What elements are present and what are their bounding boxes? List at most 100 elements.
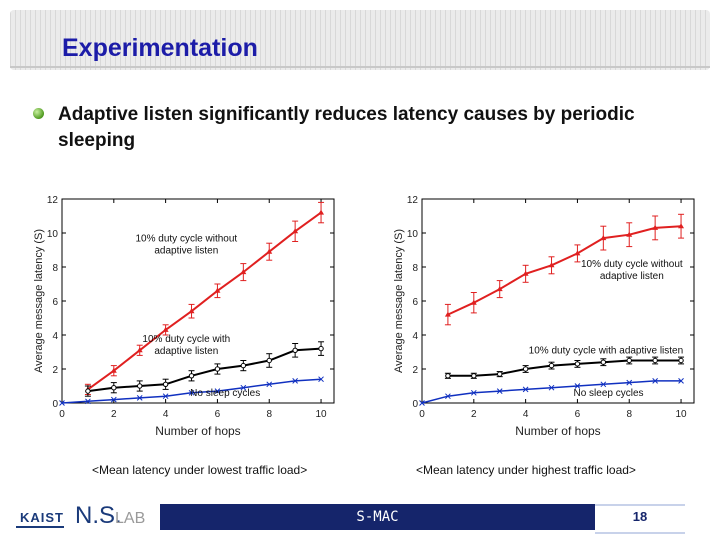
c0-annotation-2: No sleep cycles	[190, 388, 260, 399]
c0-xtick-label: 4	[163, 409, 169, 420]
c0-ytick-label: 0	[52, 399, 58, 410]
title-band	[10, 10, 710, 70]
c1-series-0-point	[600, 235, 607, 241]
c0-series-0-point	[240, 269, 247, 275]
c0-series-2-point	[292, 378, 298, 384]
c0-xlabel: Number of hops	[155, 424, 240, 438]
c0-annotation-0: 10% duty cycle without	[135, 234, 237, 245]
bullet-text: Adaptive listen significantly reduces la…	[58, 104, 635, 151]
c0-xtick-label: 8	[266, 409, 272, 420]
latency-chart-highest-load: 0 2 4 6 8 10 12 0 2 4 6 8 10 Number of hops Average me…	[393, 195, 695, 438]
c0-ytick-label: 4	[52, 331, 58, 342]
page-number-box	[595, 504, 685, 534]
c1-series-2-point	[470, 389, 477, 396]
slide-title: Experimentation	[62, 34, 258, 62]
c0-xtick-label: 0	[59, 409, 65, 420]
c1-ytick-label: 2	[412, 365, 418, 376]
c1-series-2-point	[445, 393, 451, 400]
c0-series-2-point	[188, 389, 195, 396]
bullet-icon	[33, 108, 44, 119]
c1-ytick-label: 6	[412, 297, 418, 308]
c1-series-1-point	[497, 371, 503, 377]
c1-xtick-label: 2	[471, 409, 477, 420]
c0-series-0-point	[110, 367, 117, 373]
kaist-logo: KAIST	[20, 510, 64, 525]
c1-series-0-point	[470, 299, 477, 305]
c0-series-1-point	[318, 345, 324, 352]
c1-ytick-label: 12	[407, 195, 419, 206]
c1-series-2-point	[574, 383, 581, 389]
c1-series-2-point	[600, 381, 607, 388]
c1-annotation-0: 10% duty cycle without	[581, 259, 683, 270]
c0-ytick-label: 2	[52, 365, 58, 376]
caption-highest-load: <Mean latency under highest traffic load…	[416, 463, 636, 477]
c1-series-0-point	[678, 223, 685, 229]
c1-series-0-point	[522, 270, 529, 276]
c1-series-0-point	[652, 224, 659, 230]
c0-series-0-point	[162, 326, 169, 332]
latency-chart-lowest-load: 0 2 4 6 8 10 12 0 2 4 6 8 10 Number of hops Average me…	[33, 195, 335, 438]
caption-lowest-load: <Mean latency under lowest traffic load>	[92, 463, 308, 477]
c0-ytick-label: 12	[47, 195, 59, 206]
c0-series-2-point	[136, 395, 143, 401]
c0-series-1-point	[240, 362, 247, 369]
c1-series-2-point	[419, 400, 425, 406]
c1-xtick-label: 8	[626, 409, 632, 420]
c0-ytick-label: 6	[52, 297, 58, 308]
c0-series-0-point	[214, 287, 221, 293]
c0-series-2-point	[85, 398, 91, 405]
c0-annotation-0: adaptive listen	[154, 246, 218, 257]
c1-series-2-point	[522, 386, 529, 393]
c1-series-1-point	[522, 366, 529, 372]
kaist-logo-underline	[16, 526, 64, 528]
c1-series-0-point	[574, 250, 581, 256]
c0-series-1-point	[111, 385, 117, 391]
c0-plot-frame	[61, 198, 335, 404]
c1-ytick-label: 10	[407, 229, 419, 240]
c1-series-0-point	[548, 262, 555, 268]
c1-series-1-point	[548, 362, 555, 369]
c0-series-1-point	[266, 357, 272, 364]
c1-series-0-line	[447, 225, 682, 316]
c1-xtick-label: 0	[419, 409, 425, 420]
c0-annotation-1: adaptive listen	[154, 346, 218, 357]
c1-annotation-0: adaptive listen	[600, 271, 664, 282]
c0-series-0-point	[136, 347, 143, 353]
c0-series-2-point	[214, 388, 221, 394]
c1-annotation-2: No sleep cycles	[573, 388, 643, 399]
c0-series-2-point	[110, 396, 117, 403]
c1-ytick-label: 8	[412, 263, 418, 274]
c0-series-1-point	[85, 388, 91, 394]
c0-series-0-point	[318, 209, 325, 215]
c1-series-1-point	[574, 361, 581, 367]
c0-xtick-label: 2	[111, 409, 117, 420]
c1-plot-frame	[421, 198, 695, 404]
c1-series-0-point	[496, 286, 503, 292]
c1-series-2-point	[652, 378, 658, 384]
c1-series-1-line	[447, 359, 682, 377]
c0-series-1-point	[162, 381, 169, 388]
c0-series-2-point	[266, 381, 273, 388]
c0-ytick-label: 10	[47, 229, 59, 240]
c1-series-2-point	[626, 379, 633, 386]
c1-series-2-point	[678, 378, 684, 384]
c0-series-1-point	[137, 383, 143, 389]
c1-series-1-point	[445, 373, 451, 379]
c1-ytick-label: 4	[412, 331, 418, 342]
c1-series-1-point	[678, 357, 684, 364]
c0-ylabel: Average message latency (S)	[33, 229, 45, 373]
c1-annotation-1: 10% duty cycle with adaptive listen	[529, 346, 684, 357]
c1-series-0-point	[444, 311, 451, 317]
c0-series-0-point	[266, 248, 273, 254]
c0-xtick-label: 10	[315, 409, 327, 420]
c0-series-2-point	[240, 384, 247, 391]
footer-bar	[160, 504, 595, 530]
c1-series-1-point	[626, 357, 632, 364]
c1-series-0-point	[626, 231, 633, 237]
c1-xtick-label: 10	[675, 409, 687, 420]
c0-series-0-point	[292, 228, 299, 234]
c0-series-1-point	[214, 366, 221, 372]
c0-ytick-label: 8	[52, 263, 58, 274]
c1-series-1-point	[652, 357, 658, 364]
c0-series-2-point	[59, 400, 65, 406]
